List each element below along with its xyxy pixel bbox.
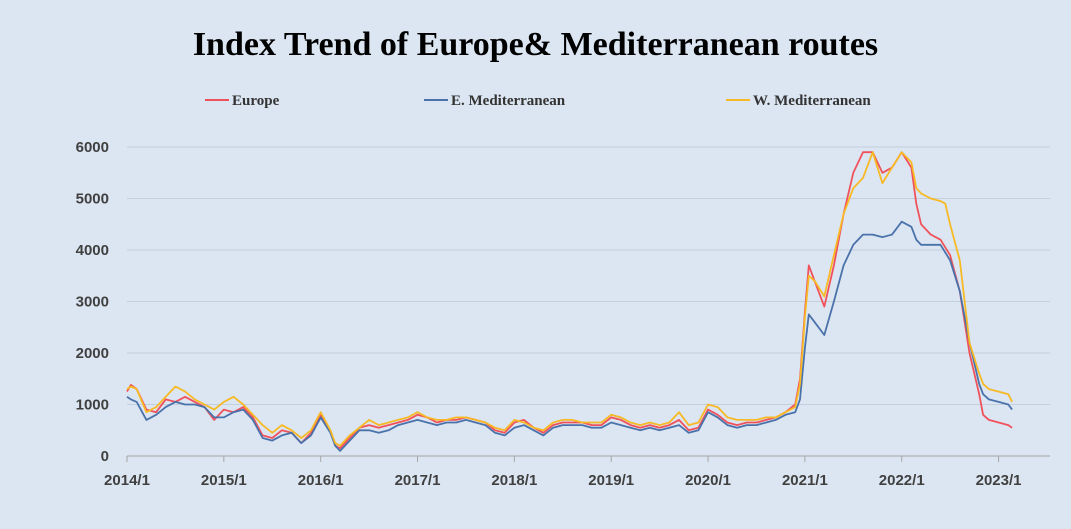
x-tick-label: 2017/1 xyxy=(395,472,441,489)
y-tick-label: 6000 xyxy=(76,139,109,156)
x-tick-label: 2023/1 xyxy=(976,472,1022,489)
grid-lines xyxy=(127,146,1050,405)
y-tick-label: 2000 xyxy=(76,345,109,362)
series-line-1 xyxy=(126,220,1013,452)
legend-label: Europe xyxy=(232,93,280,109)
x-tick-label: 2019/1 xyxy=(588,472,634,489)
y-tick-label: 5000 xyxy=(76,191,109,208)
x-tick-label: 2022/1 xyxy=(879,472,925,489)
chart-title: Index Trend of Europe& Mediterranean rou… xyxy=(192,26,879,63)
x-tick-label: 2015/1 xyxy=(201,472,247,489)
y-tick-label: 0 xyxy=(101,448,109,465)
axes: 0 1000 2000 3000 4000 5000 6000 2014/1 2015/1 201… xyxy=(76,139,1050,489)
y-tick-label: 1000 xyxy=(76,397,109,414)
x-tick-label: 2014/1 xyxy=(104,472,150,489)
x-tick-label: 2020/1 xyxy=(685,472,731,489)
y-tick-label: 4000 xyxy=(76,242,109,259)
legend: Europe E. Mediterranean W. Mediterranean xyxy=(205,93,871,109)
legend-label: W. Mediterranean xyxy=(753,93,871,109)
series-lines xyxy=(126,151,1013,452)
y-tick-label: 3000 xyxy=(76,294,109,311)
x-tick-label: 2021/1 xyxy=(782,472,828,489)
legend-label: E. Mediterranean xyxy=(451,93,566,109)
x-tick-label: 2016/1 xyxy=(298,472,344,489)
series-line-2 xyxy=(126,151,1013,447)
series-line-0 xyxy=(126,151,1013,450)
x-tick-label: 2018/1 xyxy=(491,472,537,489)
